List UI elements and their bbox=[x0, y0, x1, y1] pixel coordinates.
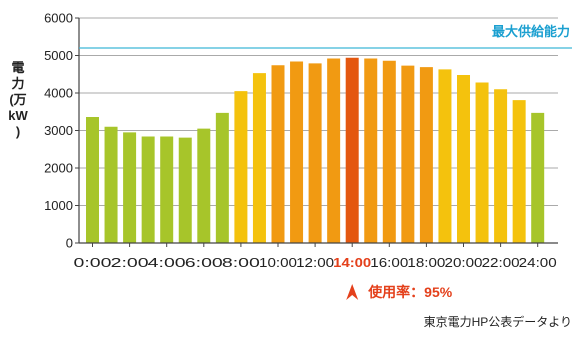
x-tick-label: 18:00 bbox=[407, 255, 445, 270]
x-tick-label: 6:00 bbox=[185, 255, 223, 270]
peak-arrow-icon bbox=[346, 284, 359, 300]
x-tick-labels: 0:00 2:00 4:00 6:00 8:00 10:00 12:00 14:00 16:00… bbox=[74, 243, 557, 270]
bar bbox=[178, 137, 192, 243]
bar-series bbox=[86, 57, 545, 243]
y-tick-label: 3000 bbox=[44, 123, 73, 138]
x-tick-label: 12:00 bbox=[296, 255, 334, 270]
y-tick-label: 0 bbox=[66, 236, 73, 251]
x-tick-label: 8:00 bbox=[222, 255, 260, 270]
bar bbox=[215, 112, 229, 243]
y-tick-labels: 0 1000 2000 3000 4000 5000 6000 bbox=[44, 11, 73, 251]
bar bbox=[308, 63, 322, 243]
bar bbox=[382, 60, 396, 243]
bar bbox=[401, 65, 415, 243]
x-tick-label: 20:00 bbox=[445, 255, 483, 270]
y-tick-label: 4000 bbox=[44, 86, 73, 101]
bar bbox=[160, 136, 174, 243]
bar bbox=[290, 61, 304, 243]
x-tick-label: 10:00 bbox=[259, 255, 297, 270]
x-tick-label: 16:00 bbox=[370, 255, 408, 270]
capacity-label: 最大供給能力 bbox=[492, 24, 570, 39]
bar bbox=[271, 65, 285, 243]
bar bbox=[512, 100, 526, 243]
source-note: 東京電力HP公表データより bbox=[424, 314, 572, 329]
peak-usage-label: 使用率：95% bbox=[367, 284, 453, 300]
y-tick-label: 5000 bbox=[44, 48, 73, 63]
x-tick-label: 22:00 bbox=[482, 255, 520, 270]
bar bbox=[345, 57, 359, 243]
y-tick-label: 6000 bbox=[44, 11, 73, 26]
x-tick-label: 14:00 bbox=[333, 255, 371, 270]
y-tick-label: 1000 bbox=[44, 198, 73, 213]
x-tick-label: 2:00 bbox=[111, 255, 149, 270]
bar bbox=[531, 112, 545, 243]
y-tick-label: 2000 bbox=[44, 161, 73, 176]
bar bbox=[419, 67, 433, 243]
x-tick-label: 24:00 bbox=[519, 255, 557, 270]
x-tick-label: 0:00 bbox=[74, 255, 112, 270]
x-tick-label: 4:00 bbox=[148, 255, 186, 270]
bar bbox=[104, 126, 118, 243]
bar bbox=[141, 136, 155, 243]
bar bbox=[475, 82, 489, 243]
bar bbox=[123, 132, 137, 243]
bar bbox=[457, 75, 470, 243]
bar bbox=[364, 58, 378, 243]
bar bbox=[86, 117, 99, 243]
bar bbox=[494, 89, 508, 243]
bar bbox=[327, 58, 341, 243]
bar bbox=[252, 73, 266, 243]
bar bbox=[234, 91, 248, 243]
bar bbox=[438, 69, 452, 243]
y-axis-label: 電力(万 kW) bbox=[8, 60, 28, 139]
bar bbox=[197, 128, 211, 243]
